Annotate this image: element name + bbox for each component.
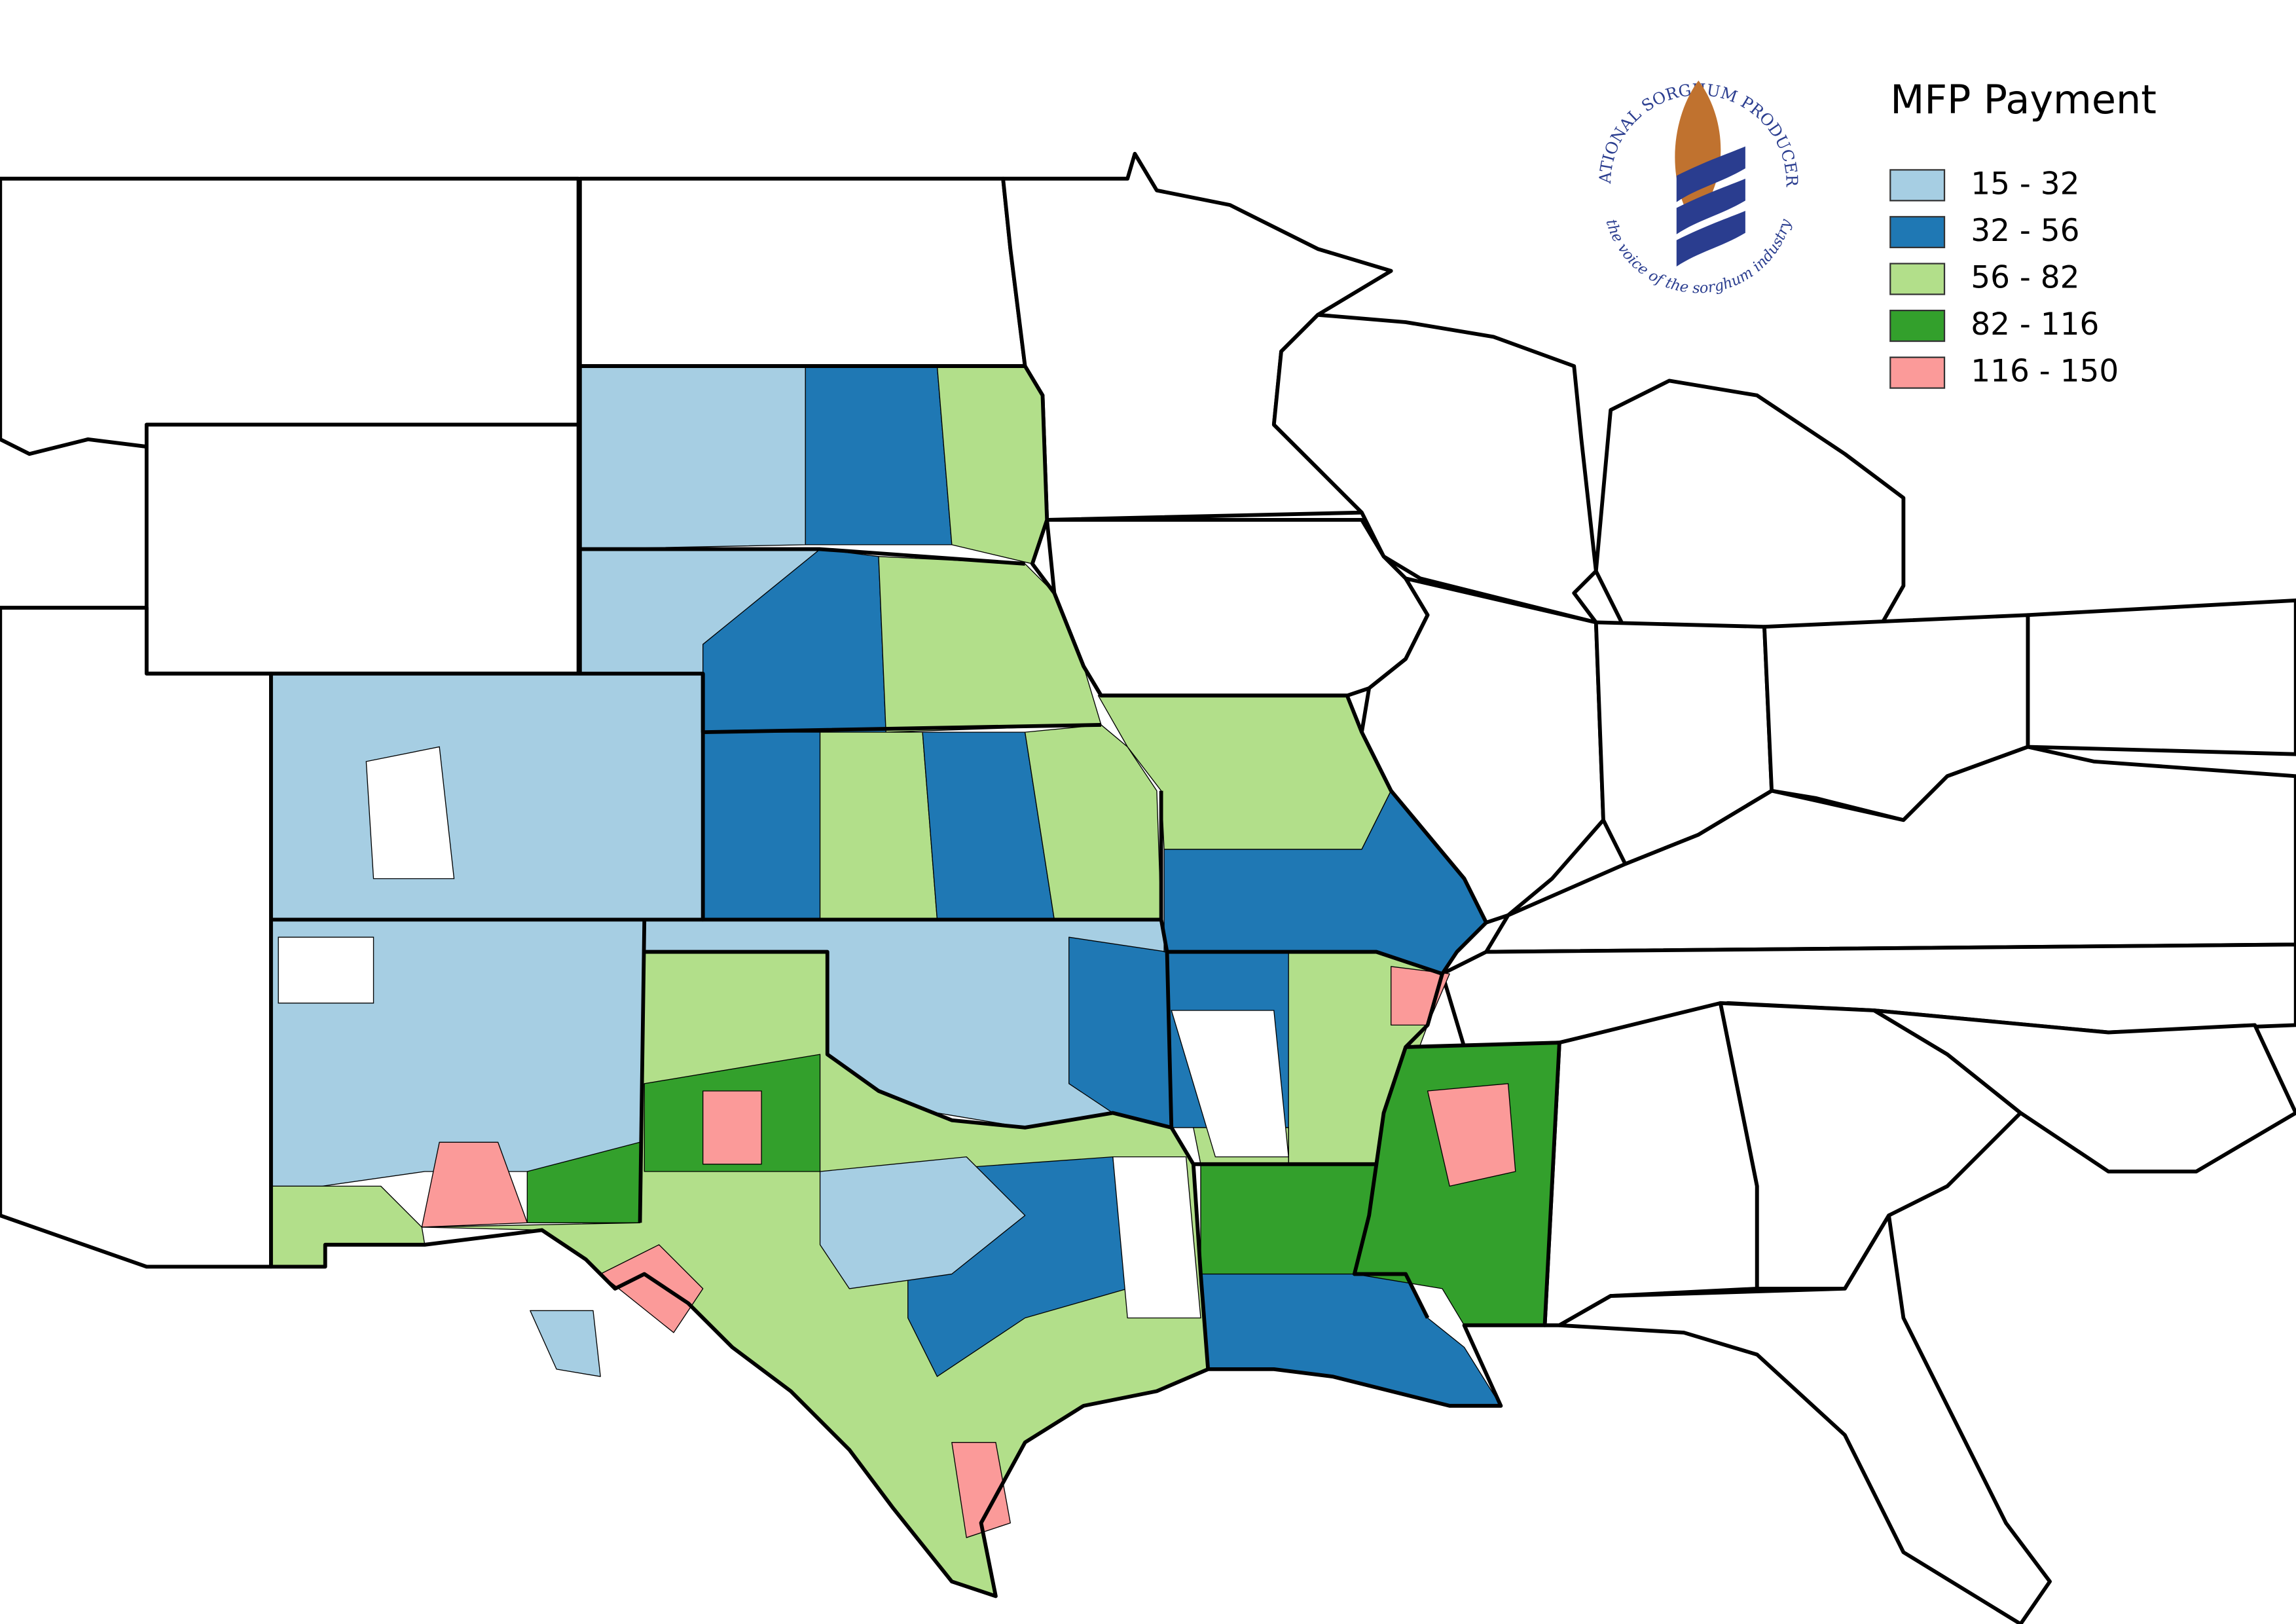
legend-swatch bbox=[1889, 169, 1946, 202]
state-border bbox=[701, 673, 1163, 922]
legend-swatch bbox=[1889, 263, 1946, 295]
logo-name: NATIONAL SORGHUM PRODUCERS bbox=[0, 0, 1802, 188]
state-border bbox=[644, 950, 1211, 1370]
state bbox=[0, 606, 273, 1269]
region bbox=[421, 1141, 528, 1228]
state bbox=[2026, 598, 2296, 756]
legend-label: 15 - 32 bbox=[1971, 166, 2079, 202]
region bbox=[1200, 1164, 1377, 1282]
state-border bbox=[1374, 1046, 1408, 1165]
legend: MFP Payment 15 - 32 32 - 56 56 - 82 82 - 11… bbox=[1889, 77, 2157, 390]
region bbox=[270, 1185, 426, 1268]
legend-label: 32 - 56 bbox=[1971, 213, 2079, 249]
legend-swatch bbox=[1889, 309, 1946, 342]
region bbox=[951, 1442, 1011, 1538]
region bbox=[819, 1156, 1026, 1289]
region bbox=[819, 731, 938, 921]
legend-label: 82 - 116 bbox=[1971, 306, 2099, 342]
no-data bbox=[365, 746, 455, 879]
region-border bbox=[269, 364, 1561, 1598]
logo-name-path: NATIONAL SORGHUM PRODUCERS bbox=[0, 0, 1802, 188]
state bbox=[0, 176, 581, 456]
region bbox=[702, 731, 821, 921]
state bbox=[1542, 1001, 1759, 1327]
state bbox=[577, 176, 1027, 368]
region bbox=[936, 365, 1048, 564]
region bbox=[600, 1244, 704, 1333]
region bbox=[579, 365, 806, 550]
legend-label: 116 - 150 bbox=[1971, 354, 2119, 390]
state-border bbox=[579, 547, 1025, 566]
region bbox=[530, 1310, 601, 1377]
legend-title: MFP Payment bbox=[1890, 77, 2157, 123]
other-states bbox=[0, 151, 2296, 1624]
legend-label: 56 - 82 bbox=[1971, 260, 2079, 296]
no-data bbox=[278, 936, 374, 1004]
state-border bbox=[1165, 951, 1174, 1128]
logo-tagline: the voice of the sorghum industry bbox=[1603, 217, 1795, 297]
region bbox=[1427, 1083, 1516, 1187]
logo-flag bbox=[1676, 146, 1745, 267]
state bbox=[1872, 1008, 2296, 1173]
state bbox=[1045, 517, 1430, 698]
state bbox=[1557, 1213, 2052, 1624]
state bbox=[1594, 378, 1906, 639]
legend-swatch bbox=[1889, 215, 1946, 249]
state-border bbox=[1159, 919, 1443, 976]
region bbox=[702, 1090, 762, 1165]
logo-tagline-path: the voice of the sorghum industry bbox=[1603, 217, 1795, 297]
no-data bbox=[1112, 1156, 1201, 1319]
state bbox=[144, 422, 581, 676]
state-border bbox=[638, 919, 647, 1223]
sorghum-region bbox=[270, 365, 1560, 1597]
region bbox=[270, 673, 704, 921]
region bbox=[805, 365, 953, 545]
legend-swatch bbox=[1889, 356, 1946, 389]
no-data bbox=[1171, 1010, 1289, 1158]
state-borders bbox=[269, 364, 1561, 1598]
state-border bbox=[1193, 1162, 1430, 1319]
